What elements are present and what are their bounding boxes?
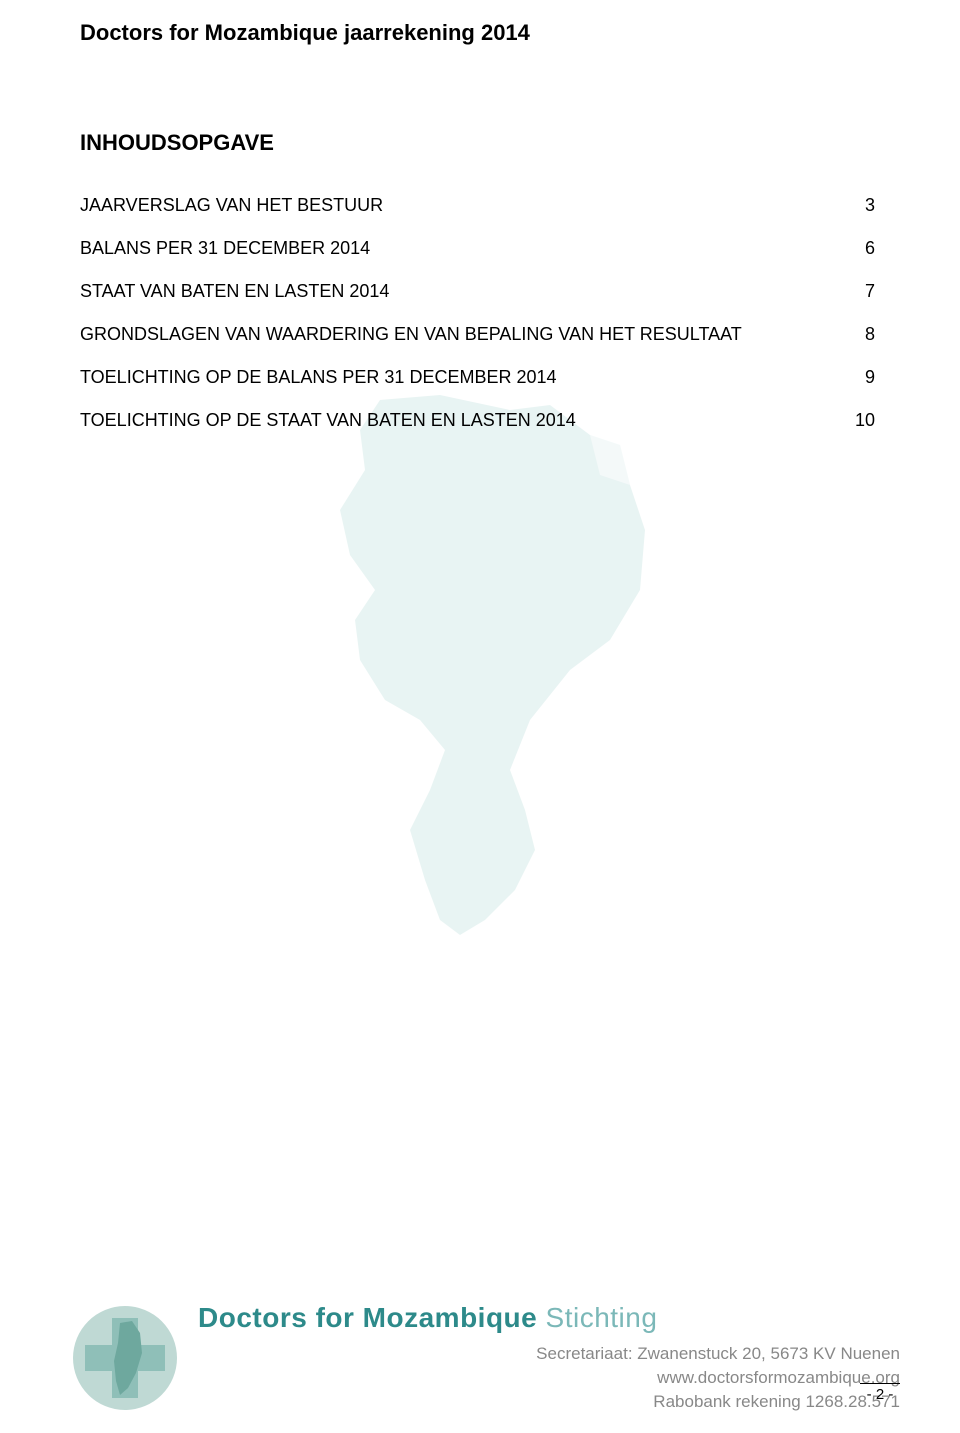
toc-page: 6 [865, 238, 875, 259]
toc-heading: INHOUDSOPGAVE [80, 130, 274, 156]
toc-label: TOELICHTING OP DE STAAT VAN BATEN EN LAS… [80, 410, 576, 431]
toc-row: TOELICHTING OP DE STAAT VAN BATEN EN LAS… [80, 410, 875, 431]
footer-contact-lines: Secretariaat: Zwanenstuck 20, 5673 KV Nu… [380, 1342, 900, 1413]
toc-label: GRONDSLAGEN VAN WAARDERING EN VAN BEPALI… [80, 324, 742, 345]
toc-row: TOELICHTING OP DE BALANS PER 31 DECEMBER… [80, 367, 875, 388]
footer-org-suffix: Stichting [546, 1302, 658, 1333]
toc-row: STAAT VAN BATEN EN LASTEN 2014 7 [80, 281, 875, 302]
toc-label: JAARVERSLAG VAN HET BESTUUR [80, 195, 383, 216]
toc-row: BALANS PER 31 DECEMBER 2014 6 [80, 238, 875, 259]
footer-bank: Rabobank rekening 1268.28.571 [380, 1390, 900, 1414]
footer-org-title: Doctors for Mozambique Stichting [198, 1302, 900, 1334]
footer-address: Secretariaat: Zwanenstuck 20, 5673 KV Nu… [380, 1342, 900, 1366]
page-number: - 2 - [860, 1383, 900, 1403]
footer: Doctors for Mozambique Stichting Secreta… [70, 1303, 900, 1413]
mozambique-map-icon [310, 390, 680, 950]
toc-page: 9 [865, 367, 875, 388]
toc-page: 7 [865, 281, 875, 302]
footer-website: www.doctorsformozambique.org [380, 1366, 900, 1390]
page-title: Doctors for Mozambique jaarrekening 2014 [80, 20, 530, 46]
footer-logo-icon [70, 1303, 180, 1413]
toc-label: TOELICHTING OP DE BALANS PER 31 DECEMBER… [80, 367, 557, 388]
table-of-contents: JAARVERSLAG VAN HET BESTUUR 3 BALANS PER… [80, 195, 875, 453]
footer-org-name: Doctors for Mozambique [198, 1302, 537, 1333]
toc-row: JAARVERSLAG VAN HET BESTUUR 3 [80, 195, 875, 216]
document-page: Doctors for Mozambique jaarrekening 2014… [0, 0, 960, 1433]
toc-page: 8 [865, 324, 875, 345]
toc-row: GRONDSLAGEN VAN WAARDERING EN VAN BEPALI… [80, 324, 875, 345]
toc-label: BALANS PER 31 DECEMBER 2014 [80, 238, 370, 259]
toc-page: 10 [855, 410, 875, 431]
toc-label: STAAT VAN BATEN EN LASTEN 2014 [80, 281, 389, 302]
toc-page: 3 [865, 195, 875, 216]
footer-text-block: Doctors for Mozambique Stichting Secreta… [198, 1302, 900, 1413]
